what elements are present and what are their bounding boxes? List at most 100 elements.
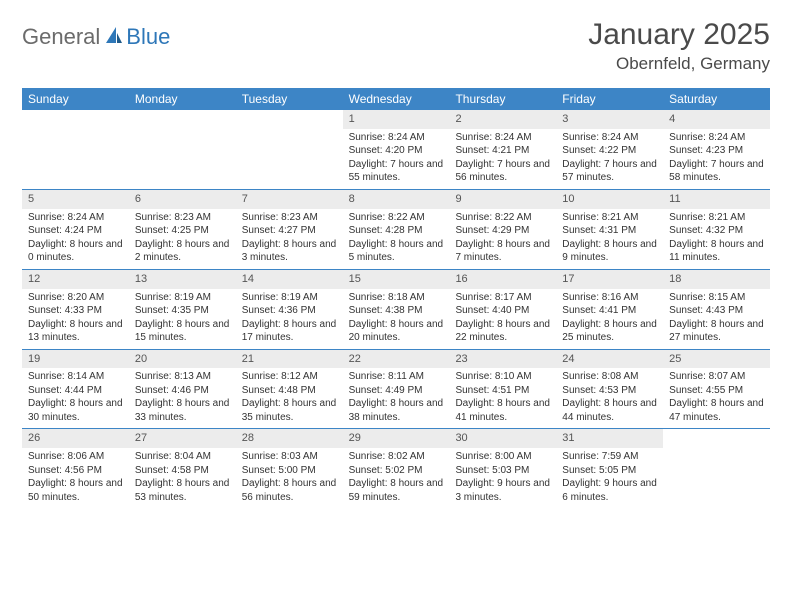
day-number: 22 (343, 350, 450, 369)
daylight-text: Daylight: 7 hours and 57 minutes. (562, 158, 657, 185)
sunrise-text: Sunrise: 8:24 AM (28, 211, 123, 225)
calendar-cell: 22Sunrise: 8:11 AMSunset: 4:49 PMDayligh… (343, 350, 450, 429)
cell-body: Sunrise: 8:24 AMSunset: 4:22 PMDaylight:… (556, 129, 663, 189)
day-number: 7 (236, 190, 343, 209)
day-number: 10 (556, 190, 663, 209)
day-header: Thursday (449, 88, 556, 110)
day-number: 13 (129, 270, 236, 289)
day-number: 4 (663, 110, 770, 129)
cell-body: Sunrise: 7:59 AMSunset: 5:05 PMDaylight:… (556, 448, 663, 508)
day-number (236, 110, 343, 114)
cell-body: Sunrise: 8:20 AMSunset: 4:33 PMDaylight:… (22, 289, 129, 349)
sunrise-text: Sunrise: 8:19 AM (242, 291, 337, 305)
location-text: Obernfeld, Germany (588, 54, 770, 74)
calendar-cell (22, 110, 129, 189)
cell-body: Sunrise: 8:24 AMSunset: 4:20 PMDaylight:… (343, 129, 450, 189)
title-block: January 2025 Obernfeld, Germany (588, 18, 770, 74)
day-number: 18 (663, 270, 770, 289)
daylight-text: Daylight: 8 hours and 3 minutes. (242, 238, 337, 265)
daylight-text: Daylight: 8 hours and 27 minutes. (669, 318, 764, 345)
sunrise-text: Sunrise: 8:24 AM (455, 131, 550, 145)
calendar-cell: 3Sunrise: 8:24 AMSunset: 4:22 PMDaylight… (556, 110, 663, 189)
cell-body: Sunrise: 8:19 AMSunset: 4:35 PMDaylight:… (129, 289, 236, 349)
cell-body: Sunrise: 8:23 AMSunset: 4:25 PMDaylight:… (129, 209, 236, 269)
daylight-text: Daylight: 8 hours and 25 minutes. (562, 318, 657, 345)
day-number: 30 (449, 429, 556, 448)
sunrise-text: Sunrise: 8:14 AM (28, 370, 123, 384)
cell-body: Sunrise: 8:04 AMSunset: 4:58 PMDaylight:… (129, 448, 236, 508)
cell-body: Sunrise: 8:23 AMSunset: 4:27 PMDaylight:… (236, 209, 343, 269)
calendar-cell: 6Sunrise: 8:23 AMSunset: 4:25 PMDaylight… (129, 190, 236, 269)
calendar-cell: 16Sunrise: 8:17 AMSunset: 4:40 PMDayligh… (449, 270, 556, 349)
cell-body: Sunrise: 8:06 AMSunset: 4:56 PMDaylight:… (22, 448, 129, 508)
daylight-text: Daylight: 8 hours and 47 minutes. (669, 397, 764, 424)
calendar-cell: 29Sunrise: 8:02 AMSunset: 5:02 PMDayligh… (343, 429, 450, 508)
day-number (663, 429, 770, 433)
sunset-text: Sunset: 5:05 PM (562, 464, 657, 478)
daylight-text: Daylight: 7 hours and 56 minutes. (455, 158, 550, 185)
day-header: Sunday (22, 88, 129, 110)
day-number: 14 (236, 270, 343, 289)
cell-body: Sunrise: 8:22 AMSunset: 4:29 PMDaylight:… (449, 209, 556, 269)
calendar-cell: 18Sunrise: 8:15 AMSunset: 4:43 PMDayligh… (663, 270, 770, 349)
sunrise-text: Sunrise: 8:00 AM (455, 450, 550, 464)
daylight-text: Daylight: 8 hours and 53 minutes. (135, 477, 230, 504)
day-number: 28 (236, 429, 343, 448)
calendar-cell: 15Sunrise: 8:18 AMSunset: 4:38 PMDayligh… (343, 270, 450, 349)
cell-body: Sunrise: 8:17 AMSunset: 4:40 PMDaylight:… (449, 289, 556, 349)
sunset-text: Sunset: 4:49 PM (349, 384, 444, 398)
calendar: Sunday Monday Tuesday Wednesday Thursday… (22, 88, 770, 508)
calendar-cell: 26Sunrise: 8:06 AMSunset: 4:56 PMDayligh… (22, 429, 129, 508)
daylight-text: Daylight: 8 hours and 35 minutes. (242, 397, 337, 424)
day-number: 21 (236, 350, 343, 369)
daylight-text: Daylight: 8 hours and 38 minutes. (349, 397, 444, 424)
calendar-cell: 12Sunrise: 8:20 AMSunset: 4:33 PMDayligh… (22, 270, 129, 349)
day-number: 2 (449, 110, 556, 129)
day-header: Monday (129, 88, 236, 110)
cell-body: Sunrise: 8:24 AMSunset: 4:21 PMDaylight:… (449, 129, 556, 189)
daylight-text: Daylight: 9 hours and 3 minutes. (455, 477, 550, 504)
day-number: 8 (343, 190, 450, 209)
daylight-text: Daylight: 8 hours and 11 minutes. (669, 238, 764, 265)
calendar-cell: 21Sunrise: 8:12 AMSunset: 4:48 PMDayligh… (236, 350, 343, 429)
sunrise-text: Sunrise: 8:10 AM (455, 370, 550, 384)
day-number: 23 (449, 350, 556, 369)
daylight-text: Daylight: 8 hours and 20 minutes. (349, 318, 444, 345)
sunset-text: Sunset: 5:02 PM (349, 464, 444, 478)
sunset-text: Sunset: 4:53 PM (562, 384, 657, 398)
cell-body: Sunrise: 8:24 AMSunset: 4:24 PMDaylight:… (22, 209, 129, 269)
day-header: Friday (556, 88, 663, 110)
sunset-text: Sunset: 4:23 PM (669, 144, 764, 158)
cell-body: Sunrise: 8:14 AMSunset: 4:44 PMDaylight:… (22, 368, 129, 428)
day-number: 3 (556, 110, 663, 129)
cell-body: Sunrise: 8:07 AMSunset: 4:55 PMDaylight:… (663, 368, 770, 428)
day-number: 29 (343, 429, 450, 448)
daylight-text: Daylight: 8 hours and 41 minutes. (455, 397, 550, 424)
calendar-cell: 8Sunrise: 8:22 AMSunset: 4:28 PMDaylight… (343, 190, 450, 269)
sunset-text: Sunset: 4:25 PM (135, 224, 230, 238)
day-number (129, 110, 236, 114)
daylight-text: Daylight: 8 hours and 5 minutes. (349, 238, 444, 265)
sunrise-text: Sunrise: 8:06 AM (28, 450, 123, 464)
calendar-cell: 19Sunrise: 8:14 AMSunset: 4:44 PMDayligh… (22, 350, 129, 429)
day-number: 20 (129, 350, 236, 369)
calendar-row: 12Sunrise: 8:20 AMSunset: 4:33 PMDayligh… (22, 270, 770, 350)
daylight-text: Daylight: 8 hours and 22 minutes. (455, 318, 550, 345)
sunset-text: Sunset: 4:22 PM (562, 144, 657, 158)
day-number: 5 (22, 190, 129, 209)
calendar-cell: 27Sunrise: 8:04 AMSunset: 4:58 PMDayligh… (129, 429, 236, 508)
cell-body: Sunrise: 8:21 AMSunset: 4:31 PMDaylight:… (556, 209, 663, 269)
sunrise-text: Sunrise: 8:02 AM (349, 450, 444, 464)
daylight-text: Daylight: 7 hours and 55 minutes. (349, 158, 444, 185)
day-number (22, 110, 129, 114)
daylight-text: Daylight: 8 hours and 33 minutes. (135, 397, 230, 424)
sunrise-text: Sunrise: 8:22 AM (349, 211, 444, 225)
sunrise-text: Sunrise: 8:24 AM (669, 131, 764, 145)
sunrise-text: Sunrise: 8:24 AM (349, 131, 444, 145)
calendar-cell: 7Sunrise: 8:23 AMSunset: 4:27 PMDaylight… (236, 190, 343, 269)
logo-text-blue: Blue (126, 24, 170, 50)
logo: General Blue (22, 18, 170, 50)
day-number: 16 (449, 270, 556, 289)
cell-body: Sunrise: 8:11 AMSunset: 4:49 PMDaylight:… (343, 368, 450, 428)
logo-sail-icon (104, 25, 124, 50)
